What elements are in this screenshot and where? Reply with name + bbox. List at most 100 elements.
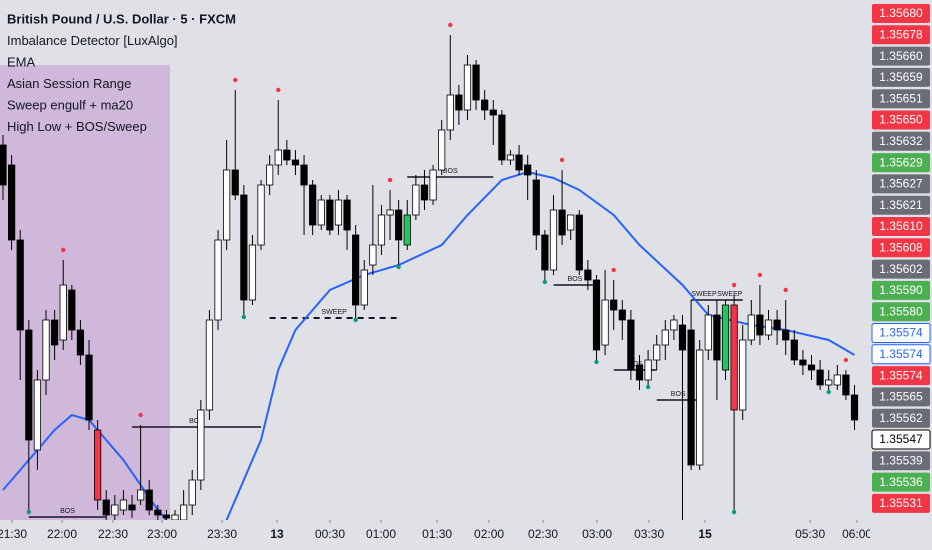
candle-body <box>739 339 747 411</box>
price-label-box <box>872 131 930 151</box>
x-tick-label: 03:00 <box>582 527 612 541</box>
candle-body <box>403 214 411 246</box>
swing-low-dot <box>645 384 651 390</box>
price-label: 1.35621 <box>879 198 923 212</box>
x-tick-label: 13 <box>270 527 284 541</box>
x-tick-label: 03:30 <box>634 527 664 541</box>
candle-body <box>463 64 472 111</box>
candle-body <box>653 344 661 361</box>
candle-body <box>111 504 119 516</box>
candle-body <box>180 504 188 520</box>
swing-high-dot <box>843 357 849 363</box>
candle-body <box>532 179 540 236</box>
price-label-box <box>872 89 930 109</box>
candle-body <box>807 364 816 371</box>
candle-body <box>145 489 153 511</box>
price-label-box <box>872 174 930 194</box>
candle-body <box>42 319 50 381</box>
price-label-box <box>872 153 930 173</box>
candle-body <box>842 374 850 396</box>
price-label: 1.35629 <box>879 155 923 169</box>
candle-body <box>300 164 308 186</box>
candle-body <box>257 184 265 246</box>
candle-body <box>386 209 394 216</box>
candle-body <box>240 194 248 301</box>
level-label: SWEEP <box>717 291 743 298</box>
price-label-box <box>872 195 930 215</box>
swing-high-dot <box>387 177 393 183</box>
candle-body <box>790 339 798 361</box>
candle-body <box>635 364 644 381</box>
candle-body <box>171 514 179 520</box>
x-tick-label: 02:30 <box>528 527 558 541</box>
price-label: 1.35632 <box>879 134 923 148</box>
candle-body <box>16 239 24 331</box>
candle-body <box>326 199 334 231</box>
x-tick-label: 23:30 <box>207 527 237 541</box>
price-label: 1.35650 <box>879 113 923 127</box>
candle-body <box>584 269 592 281</box>
candle-body <box>618 309 626 321</box>
candle-body <box>481 99 489 111</box>
candle-body <box>59 284 67 341</box>
candle-body <box>231 169 239 196</box>
candle-body <box>575 214 583 271</box>
legend-entry: Asian Session Range <box>7 76 131 91</box>
candle-body <box>291 159 300 166</box>
candle-body <box>377 214 386 246</box>
candle-body <box>128 504 136 511</box>
price-label: 1.35531 <box>879 496 923 510</box>
candle-body <box>799 359 807 366</box>
legend-entry: British Pound / U.S. Dollar · 5 · FXCM <box>7 11 236 26</box>
candle-body <box>747 314 755 341</box>
price-label: 1.35580 <box>879 304 923 318</box>
candle-body <box>730 304 738 411</box>
candle-body <box>429 169 437 201</box>
swing-low-dot <box>241 314 247 320</box>
candle-body <box>76 329 85 356</box>
price-label: 1.35536 <box>879 475 923 489</box>
candle-body <box>782 329 790 341</box>
level-label: BOS <box>60 508 75 515</box>
price-label: 1.35565 <box>879 390 923 404</box>
swing-low-dot <box>26 509 32 515</box>
x-tick-label: 02:00 <box>474 527 504 541</box>
price-label-box <box>872 387 930 407</box>
candle-body <box>25 329 33 441</box>
level-label: BOS <box>628 361 643 368</box>
legend-entry: EMA <box>7 54 36 69</box>
price-label: 1.35678 <box>879 27 923 41</box>
candle-body <box>369 244 377 266</box>
candle-body <box>472 64 480 101</box>
price-label-box <box>872 4 930 23</box>
price-label-box <box>871 323 931 343</box>
candle-body <box>119 499 128 511</box>
price-label: 1.35547 <box>879 432 923 446</box>
candle-body <box>309 184 317 226</box>
candle-body <box>0 144 7 186</box>
legend-entry: High Low + BOS/Sweep <box>7 119 147 134</box>
candle-body <box>773 319 781 331</box>
price-label: 1.35651 <box>879 91 923 105</box>
swing-low-dot <box>594 359 599 365</box>
x-tick-label: 00:30 <box>315 527 345 541</box>
x-tick-label: 22:30 <box>98 527 128 541</box>
candle-body <box>343 199 351 231</box>
swing-low-dot <box>353 317 358 323</box>
candle-body <box>162 514 171 519</box>
price-label-box <box>872 67 930 87</box>
swing-high-dot <box>731 282 737 288</box>
price-label-box <box>871 344 931 365</box>
price-label: 1.35574 <box>879 326 923 340</box>
x-tick-label: 01:00 <box>366 527 396 541</box>
x-tick-label: 21:30 <box>0 527 27 541</box>
price-label-box <box>872 472 930 492</box>
candle-body <box>610 299 618 311</box>
candle-body <box>68 289 76 331</box>
x-tick-label: 01:30 <box>422 527 452 541</box>
candle-body <box>816 369 824 386</box>
candle-body <box>756 314 764 336</box>
candle-body <box>721 304 730 371</box>
candle-body <box>412 184 420 216</box>
